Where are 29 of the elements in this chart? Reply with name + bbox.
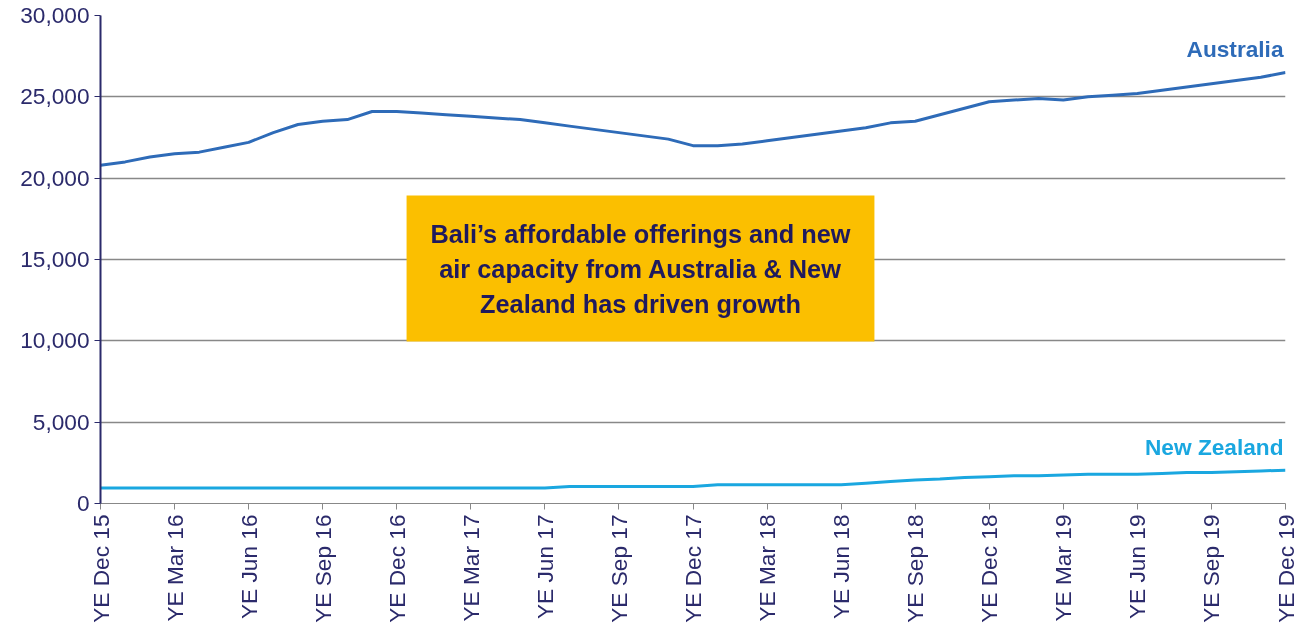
annotation: Bali’s affordable offerings and new air capacity from Australia & New Zealand has driven growth — [430, 219, 851, 318]
series-label: Australia — [1186, 36, 1284, 63]
x-tick-label: YE Sep 17 — [605, 514, 632, 623]
x-tick-label: YE Mar 18 — [754, 514, 781, 622]
x-tick-label: YE Dec 17 — [680, 514, 706, 623]
x-tick-label: YE Dec 15 — [87, 514, 114, 623]
y-tick-label: 5,000 — [32, 408, 90, 435]
x-tick-label: YE Sep 16 — [309, 514, 336, 623]
x-tick-label: YE Sep 19 — [1198, 514, 1225, 623]
x-tick-label: YE Jun 16 — [235, 514, 262, 620]
x-tick-label: YE Mar 17 — [457, 514, 484, 622]
x-tick-label: YE Jun 19 — [1124, 514, 1151, 620]
y-tick-label: 10,000 — [20, 327, 90, 354]
x-tick-label: YE Sep 18 — [902, 514, 929, 623]
x-tick-label: YE Dec 18 — [976, 514, 1003, 623]
x-tick-label: YE Mar 16 — [161, 514, 188, 622]
y-tick-label: 0 — [76, 490, 90, 516]
line-series — [100, 468, 1286, 490]
series-label: New Zealand — [1145, 434, 1284, 461]
x-tick-label: YE Jun 17 — [531, 514, 558, 620]
x-tick-label: YE Dec 16 — [383, 514, 410, 623]
y-tick-label: 25,000 — [20, 83, 90, 110]
x-tick-label: YE Jun 18 — [828, 514, 855, 620]
line-series — [100, 70, 1286, 167]
y-tick-label: 20,000 — [20, 164, 90, 191]
y-tick-label: 15,000 — [20, 246, 90, 272]
x-tick-label: YE Mar 19 — [1050, 514, 1077, 622]
y-tick-label: 30,000 — [20, 2, 90, 28]
x-tick-label: YE Dec 19 — [1272, 514, 1299, 623]
